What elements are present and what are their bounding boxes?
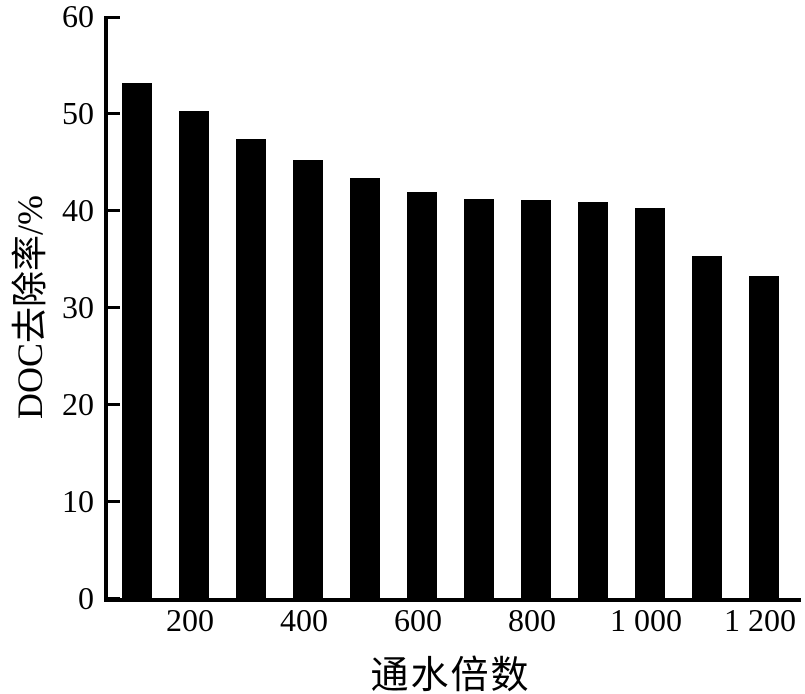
- plot-area: [104, 16, 801, 602]
- y-axis-tick-60: [108, 16, 120, 19]
- x-tick-label-600: 600: [394, 602, 442, 638]
- y-axis-tick-50: [108, 111, 120, 115]
- y-tick-label-10: 10: [62, 483, 94, 519]
- bar-500: [350, 178, 380, 598]
- x-axis-title: 通水倍数: [370, 655, 531, 694]
- bar-1200: [749, 275, 779, 598]
- bar-800: [521, 200, 551, 598]
- y-tick-label-20: 20: [62, 386, 94, 422]
- y-tick-label-30: 30: [62, 289, 94, 325]
- y-axis-tick-30: [108, 305, 120, 309]
- bar-1100: [692, 255, 722, 598]
- y-axis-tick-10: [108, 499, 120, 503]
- bar-700: [464, 199, 494, 598]
- x-tick-label-1200: 1 200: [724, 602, 796, 638]
- y-axis-tick-20: [108, 402, 120, 406]
- bar-600: [407, 191, 437, 598]
- y-axis-tick-40: [108, 208, 120, 212]
- y-tick-label-60: 60: [62, 0, 94, 34]
- x-tick-label-400: 400: [280, 602, 328, 638]
- bar-1000: [635, 208, 665, 598]
- y-tick-label-0: 0: [78, 580, 94, 616]
- bar-100: [122, 82, 152, 598]
- x-tick-label-800: 800: [508, 602, 556, 638]
- y-axis-tick-0: [108, 596, 120, 600]
- bar-400: [293, 159, 323, 598]
- bar-900: [578, 202, 608, 598]
- bar-300: [236, 139, 266, 598]
- x-tick-label-200: 200: [166, 602, 214, 638]
- y-tick-label-50: 50: [62, 95, 94, 131]
- y-tick-label-40: 40: [62, 192, 94, 228]
- x-tick-label-1000: 1 000: [610, 602, 682, 638]
- bar-200: [179, 111, 209, 598]
